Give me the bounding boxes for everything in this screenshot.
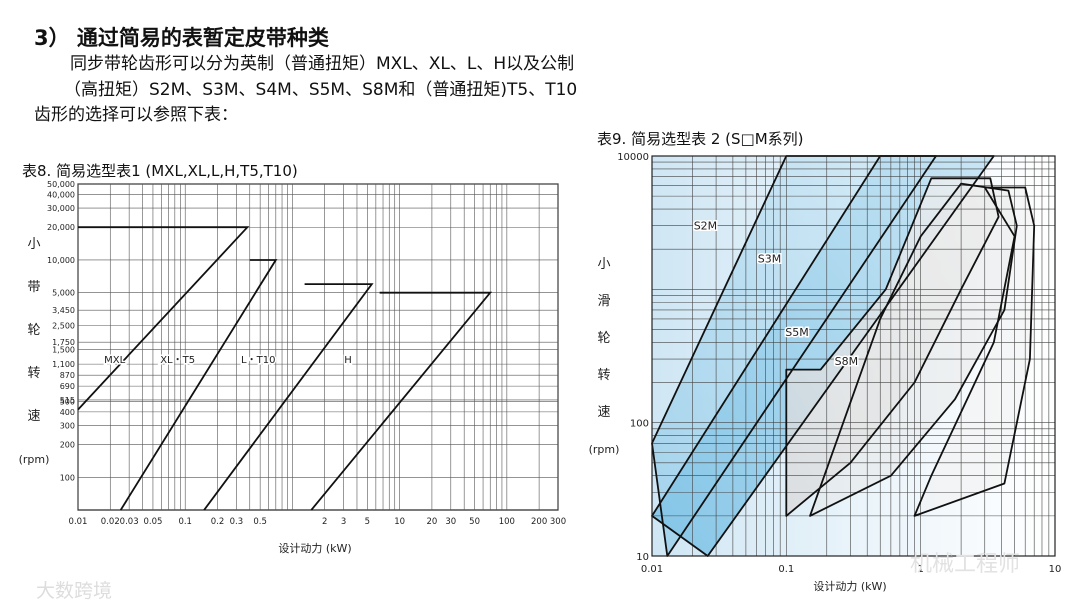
chart2-plot-frame [651,155,1056,557]
chart2-y-axis-label: 小 [597,257,610,272]
chart2-series-3 [809,182,1018,517]
chart1-y-tick-label: 400 [60,408,75,417]
chart1-y-axis-label: 小 [27,237,40,252]
watermark-left: 大数跨境 [36,580,113,602]
section-heading: 3） 通过简易的表暂定皮带种类 [34,26,329,50]
chart1-x-tick-label: 0.3 [230,517,244,527]
chart1-x-tick-label: 0.05 [143,517,162,527]
chart1-series-label: XL・T5 [160,355,195,366]
chart1-y-tick-label: 10,000 [47,256,75,265]
chart1-x-tick-label: 0.03 [120,517,139,527]
chart1-y-tick-label: 30,000 [47,204,75,213]
chart1-x-tick-label: 10 [394,517,405,527]
chart2-y-axis-label: 轮 [597,331,610,346]
chart1-title: 表8. 简易选型表1 (MXL,XL,L,H,T5,T10) [22,162,298,180]
chart1-y-axis-label: 转 [27,366,40,381]
chart2-y-axis-label: (rpm) [589,443,620,456]
chart1-y-tick-label: 1,750 [52,338,75,347]
chart2-x-tick-label: 10 [1049,564,1062,575]
chart2-series-label: S8M [835,355,858,368]
chart1-y-tick-label: 515 [60,396,75,405]
chart1-y-tick-label: 3,450 [52,306,75,315]
paragraph-line-1: 同步带轮齿形可以分为英制（普通扭矩）MXL、XL、L、H以及公制 [70,54,575,74]
chart1-series-2 [203,283,374,511]
chart2-x-tick-label: 0.1 [778,564,794,575]
chart1-y-tick-label: 690 [60,382,75,391]
chart1-x-axis-label: 设计动力 (kW) [278,542,351,555]
chart1-y-axis-label: 轮 [27,323,40,338]
chart2-x-tick-label: 1 [917,564,923,575]
chart2-y-tick-label: 100 [630,419,649,430]
chart2-series-2 [785,177,1000,517]
chart2-x-tick-label: 0.01 [641,564,663,575]
chart2-series-4 [913,186,1036,517]
chart2-y-axis-label: 转 [597,368,610,383]
chart2-x-axis-label: 设计动力 (kW) [813,580,886,593]
chart1-y-tick-label: 100 [60,473,75,482]
chart2-series-label: S5M [785,326,808,339]
chart1-y-tick-label: 870 [60,371,75,380]
chart1-y-tick-label: 2,500 [52,321,75,330]
chart1-y-tick-label: 500 [60,397,75,406]
chart1-series-0 [77,226,250,411]
chart1-y-tick-label: 5,000 [52,289,75,298]
chart1-x-tick-label: 50 [469,517,480,527]
chart1-y-axis-label: (rpm) [19,453,50,466]
chart1-x-tick-label: 200 [531,517,547,527]
chart1-y-axis-label: 速 [27,409,40,424]
chart1-y-axis-label: 带 [27,280,40,295]
chart2-series-label: S3M [758,253,781,266]
chart1-x-tick-label: 0.1 [178,517,192,527]
chart1-series-3 [310,291,493,511]
chart1-y-tick-label: 40,000 [47,191,75,200]
chart1-y-tick-label: 200 [60,441,75,450]
chart1-y-tick-label: 300 [60,421,75,430]
chart1-y-tick-label: 1,100 [52,360,75,369]
chart2-region-fill-3 [810,183,1017,516]
chart1-x-tick-label: 300 [550,517,566,527]
chart2-y-tick-label: 10 [636,552,649,563]
chart1-y-tick-label: 1,500 [52,345,75,354]
chart1-plot-area [77,183,559,511]
chart1-x-tick-label: 0.02 [101,517,120,527]
paragraph-line-3: 齿形的选择可以参照下表： [34,105,238,125]
chart2-region-fill-4 [914,187,1035,516]
watermark-right: 机械工程师 [910,552,1021,577]
chart2-title: 表9. 简易选型表 2 (S□M系列) [597,130,804,148]
chart1-x-tick-label: 0.01 [69,517,88,527]
chart1-x-tick-label: 3 [341,517,346,527]
chart2-y-tick-label: 10000 [617,152,649,163]
chart1-series-label: MXL [104,355,125,366]
chart1-series-label: L・T10 [241,355,275,366]
chart1-x-tick-label: 30 [445,517,456,527]
chart1-y-tick-label: 20,000 [47,223,75,232]
chart2-y-axis-label: 速 [597,405,610,420]
chart1-y-tick-label: 50,000 [47,180,75,189]
paragraph-line-2: （高扭矩）S2M、S3M、S4M、S5M、S8M和（普通扭矩)T5、T10 [64,80,578,100]
chart1-series-label: H [344,355,352,366]
chart1-x-tick-label: 5 [365,517,370,527]
chart2-series-label: S2M [694,220,717,233]
chart1-series-1 [119,259,278,511]
chart1-x-tick-label: 2 [322,517,327,527]
chart1-x-tick-label: 100 [499,517,515,527]
chart1-x-tick-label: 0.5 [253,517,267,527]
chart1-x-tick-label: 20 [426,517,437,527]
chart2-y-axis-label: 滑 [597,294,610,309]
chart1-x-tick-label: 0.2 [211,517,225,527]
